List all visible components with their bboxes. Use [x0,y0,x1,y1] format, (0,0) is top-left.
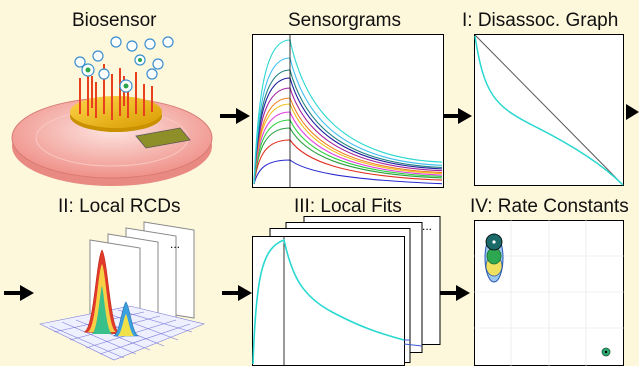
arrow-right-icon [442,108,472,124]
sensorgram-curve [253,159,443,185]
disassociation-curve [474,35,624,186]
sensorgram-curve [253,39,443,185]
local-fits-plots: ... [252,216,441,366]
sensorgram-curve [253,127,443,185]
fits-ellipsis: ... [422,219,432,233]
sensorgram-curve [253,139,443,185]
title-local-fits: III: Local Fits [294,196,402,217]
title-local-rcds: II: Local RCDs [58,196,181,217]
title-biosensor: Biosensor [72,10,157,31]
rcd-ellipsis: ... [170,237,180,251]
fit-curve [252,238,405,365]
sensorgram-curve [253,103,443,185]
title-disassoc-graph: I: Disassoc. Graph [462,10,619,31]
sensorgram-curve [253,87,443,185]
sensorgram-curve [253,111,443,185]
sensorgram-curve [253,119,443,185]
title-sensorgrams: Sensorgrams [288,10,401,31]
sensorgram-curve [253,97,443,185]
arrow-right-icon [440,285,470,301]
biosensor-chip-icon [11,36,213,186]
arrow-right-icon [4,285,34,301]
local-rcds-surface: ... [39,221,205,361]
reference-diagonal-line [474,34,624,186]
sensorgrams-plot [252,34,444,188]
arrow-right-icon [626,104,639,120]
arrow-right-icon [222,285,252,301]
sensorgram-curve [253,69,443,185]
disassoc-graph-plot [474,34,624,186]
rate-constants-plot [474,220,624,366]
title-rate-constants: IV: Rate Constants [470,196,629,217]
sensorgram-curve [253,77,443,185]
arrow-right-icon [220,108,250,124]
